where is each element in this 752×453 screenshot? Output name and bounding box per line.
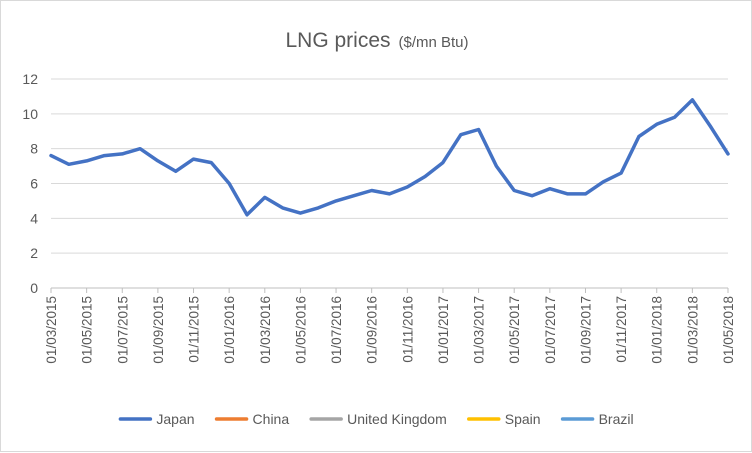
- x-tick-label: 01/07/2017: [543, 296, 558, 364]
- x-tick-label: 01/03/2018: [685, 296, 700, 364]
- x-tick-label: 01/03/2016: [258, 296, 273, 364]
- x-tick-label: 01/05/2018: [721, 296, 736, 364]
- x-tick-label: 01/05/2017: [507, 296, 522, 364]
- x-tick-label: 01/01/2017: [436, 296, 451, 364]
- x-tick-label: 01/03/2017: [472, 296, 487, 364]
- y-tick-label: 6: [30, 176, 38, 192]
- x-tick-label: 01/07/2015: [115, 296, 130, 364]
- x-tick-label: 01/09/2017: [578, 296, 593, 364]
- legend-label-united-kingdom: United Kingdom: [347, 411, 447, 427]
- x-tick-label: 01/11/2015: [187, 296, 202, 363]
- y-tick-label: 0: [30, 280, 38, 296]
- x-tick-label: 01/01/2018: [650, 296, 665, 364]
- y-tick-label: 2: [30, 245, 38, 261]
- chart-title-main: LNG prices: [285, 29, 390, 52]
- series-line-japan: [49, 98, 730, 217]
- y-tick-label: 4: [30, 210, 38, 226]
- x-tick-label: 01/07/2016: [329, 296, 344, 364]
- chart-title-unit: ($/mn Btu): [399, 34, 469, 51]
- legend-label-spain: Spain: [505, 411, 541, 427]
- x-axis-ticks: 01/03/2015 01/05/2015 01/07/2015 01/09/2015…: [44, 288, 736, 364]
- x-tick-label: 01/05/2016: [293, 296, 308, 364]
- y-axis-ticks: 0 2 4 6 8 10 12: [22, 71, 38, 296]
- legend-label-brazil: Brazil: [599, 411, 634, 427]
- series-lines: [49, 98, 730, 217]
- gridlines: [51, 78, 728, 289]
- chart-title: LNG prices ($/mn Btu): [285, 29, 468, 52]
- legend: Japan China United Kingdom Spain Brazil: [118, 411, 634, 427]
- x-tick-label: 01/11/2017: [614, 296, 629, 363]
- x-tick-label: 01/05/2015: [80, 296, 95, 364]
- x-tick-label: 01/11/2016: [400, 296, 415, 363]
- legend-label-japan: Japan: [156, 411, 194, 427]
- y-tick-label: 8: [30, 141, 38, 157]
- legend-label-china: China: [253, 411, 290, 427]
- x-tick-label: 01/09/2015: [151, 296, 166, 364]
- x-tick-label: 01/03/2015: [44, 296, 59, 364]
- x-tick-label: 01/01/2016: [222, 296, 237, 364]
- y-tick-label: 12: [22, 71, 38, 87]
- y-tick-label: 10: [22, 106, 38, 122]
- x-tick-label: 01/09/2016: [365, 296, 380, 364]
